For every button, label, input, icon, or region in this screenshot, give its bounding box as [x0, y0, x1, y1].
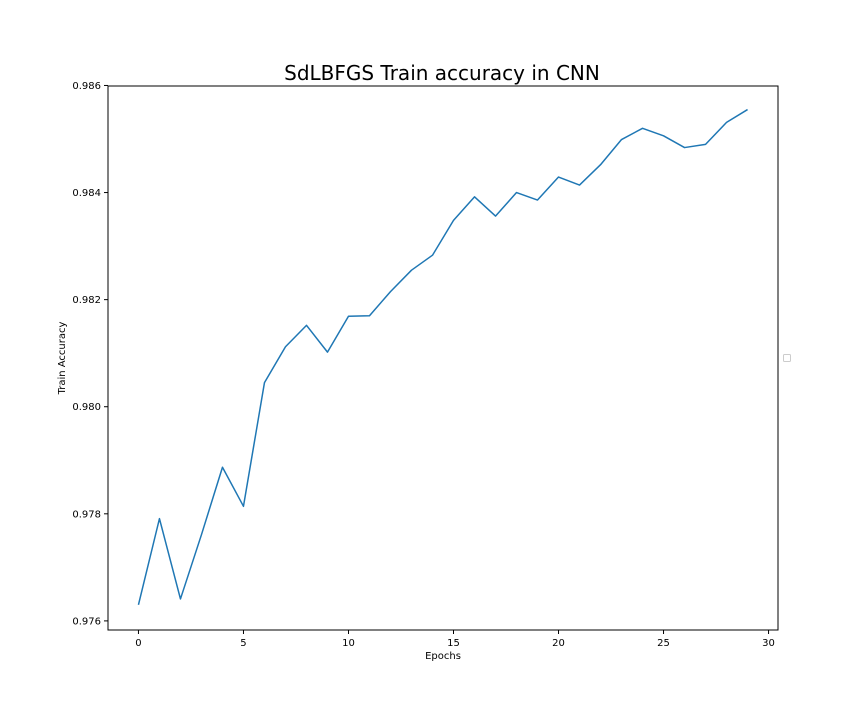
y-tick-label: 0.982	[72, 295, 101, 306]
y-tick-label: 0.976	[72, 616, 101, 627]
legend-box	[784, 355, 791, 362]
y-tick-label: 0.986	[72, 81, 101, 92]
x-tick-label: 15	[447, 638, 460, 649]
y-tick-label: 0.978	[72, 509, 101, 520]
chart-title: SdLBFGS Train accuracy in CNN	[284, 61, 600, 85]
x-axis-label: Epochs	[425, 651, 461, 662]
x-tick-label: 5	[240, 638, 246, 649]
x-tick-label: 0	[135, 638, 141, 649]
x-tick-label: 30	[762, 638, 775, 649]
y-tick-label: 0.980	[72, 402, 101, 413]
x-tick-label: 10	[342, 638, 355, 649]
y-axis-label: Train Accuracy	[57, 322, 68, 396]
x-tick-label: 20	[552, 638, 565, 649]
y-tick-label: 0.984	[72, 188, 101, 199]
x-tick-label: 25	[657, 638, 670, 649]
